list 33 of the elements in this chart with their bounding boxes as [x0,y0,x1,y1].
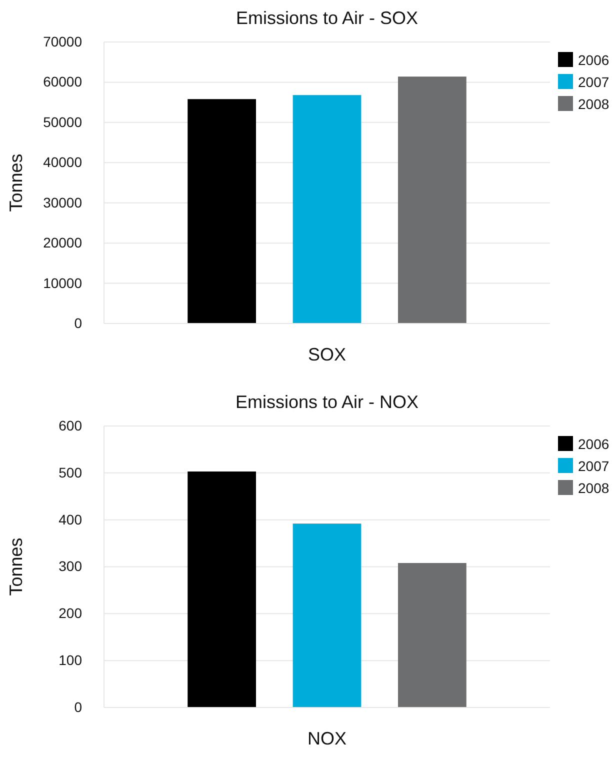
legend-label: 2007 [578,458,610,474]
y-tick-label: 20000 [43,234,82,251]
y-tick-label: 200 [58,604,82,621]
bar [292,95,362,324]
bar [292,523,362,707]
bar [398,76,466,324]
y-tick-label: 60000 [43,74,82,90]
y-tick-label: 70000 [43,33,82,50]
bar [188,471,256,707]
y-tick-label: 30000 [43,194,82,210]
bar [188,99,256,324]
legend-label: 2006 [578,52,610,68]
y-axis-title: Tonnes [6,154,26,212]
y-tick-label: 100 [58,652,82,668]
y-axis-title: Tonnes [6,537,26,596]
y-tick-label: 0 [74,698,82,714]
legend-label: 2007 [578,74,610,90]
bar [398,562,466,707]
chart-title: Emissions to Air - SOX [236,8,418,28]
y-tick-label: 10000 [43,274,82,291]
y-tick-label: 400 [58,510,82,527]
chart-title: Emissions to Air - NOX [235,392,419,412]
x-tick-label: NOX [307,728,347,748]
y-tick-label: 600 [58,416,82,433]
y-tick-label: 40000 [43,154,82,170]
legend-label: 2008 [578,96,610,112]
x-tick-label: SOX [308,344,346,364]
y-tick-label: 0 [74,314,82,331]
y-tick-label: 300 [58,558,82,574]
y-tick-label: 500 [58,464,82,480]
legend-label: 2008 [578,480,610,496]
legend-label: 2006 [578,436,610,452]
y-tick-label: 50000 [43,114,82,130]
